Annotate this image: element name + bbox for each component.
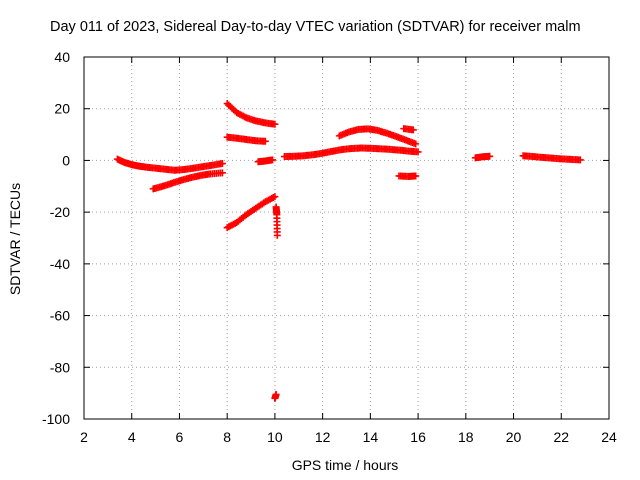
data-series-track-l xyxy=(395,172,420,180)
data-series-track-d xyxy=(223,133,269,145)
x-axis-label: GPS time / hours xyxy=(291,457,399,473)
y-tick-label: -100 xyxy=(42,411,70,427)
x-tick-label: 12 xyxy=(315,429,331,445)
y-tick-label: 0 xyxy=(62,152,70,168)
x-tick-label: 10 xyxy=(267,429,283,445)
data-series-track-f xyxy=(254,156,277,166)
x-tick-label: 24 xyxy=(601,429,617,445)
y-tick-label: -80 xyxy=(50,359,70,375)
x-tick-label: 20 xyxy=(506,429,522,445)
x-tick-label: 18 xyxy=(458,429,474,445)
plot-frame xyxy=(83,56,610,420)
y-tick-label: 20 xyxy=(54,101,70,117)
data-point xyxy=(409,126,417,134)
data-point xyxy=(273,231,281,239)
x-tick-label: 16 xyxy=(410,429,426,445)
data-point xyxy=(412,172,420,180)
y-tick-label: -60 xyxy=(50,308,70,324)
data-point xyxy=(271,193,279,201)
y-tick-label: -40 xyxy=(50,256,70,272)
y-tick-label: 40 xyxy=(54,49,70,65)
chart-title: Day 011 of 2023, Sidereal Day-to-day VTE… xyxy=(50,19,581,35)
data-point xyxy=(271,120,279,128)
data-series-track-m xyxy=(471,152,494,162)
data-point xyxy=(269,156,277,164)
y-tick-label: -20 xyxy=(50,204,70,220)
x-tick-label: 2 xyxy=(80,429,88,445)
x-tick-label: 14 xyxy=(363,429,379,445)
data-series-track-h xyxy=(271,390,280,402)
data-series-track-a xyxy=(113,155,226,174)
data-series-track-k xyxy=(400,125,417,134)
data-point xyxy=(272,390,280,398)
data-point xyxy=(486,152,494,160)
data-point xyxy=(218,160,226,168)
x-tick-label: 6 xyxy=(176,429,184,445)
data-series-track-b xyxy=(149,169,226,193)
data-series-track-g xyxy=(272,203,281,239)
data-point xyxy=(576,156,584,164)
data-series-track-c xyxy=(223,100,279,128)
data-series-track-j xyxy=(335,125,420,148)
data-point xyxy=(414,148,422,156)
x-tick-label: 8 xyxy=(223,429,231,445)
data-series-track-n xyxy=(519,152,584,164)
data-point xyxy=(218,169,226,177)
y-axis-label: SDTVAR / TECUs xyxy=(7,182,23,296)
data-series-track-e xyxy=(223,193,279,232)
data-series-track-i xyxy=(280,144,422,161)
x-tick-label: 4 xyxy=(128,429,136,445)
data-point xyxy=(261,137,269,145)
data-point xyxy=(412,140,420,148)
x-tick-label: 22 xyxy=(553,429,569,445)
